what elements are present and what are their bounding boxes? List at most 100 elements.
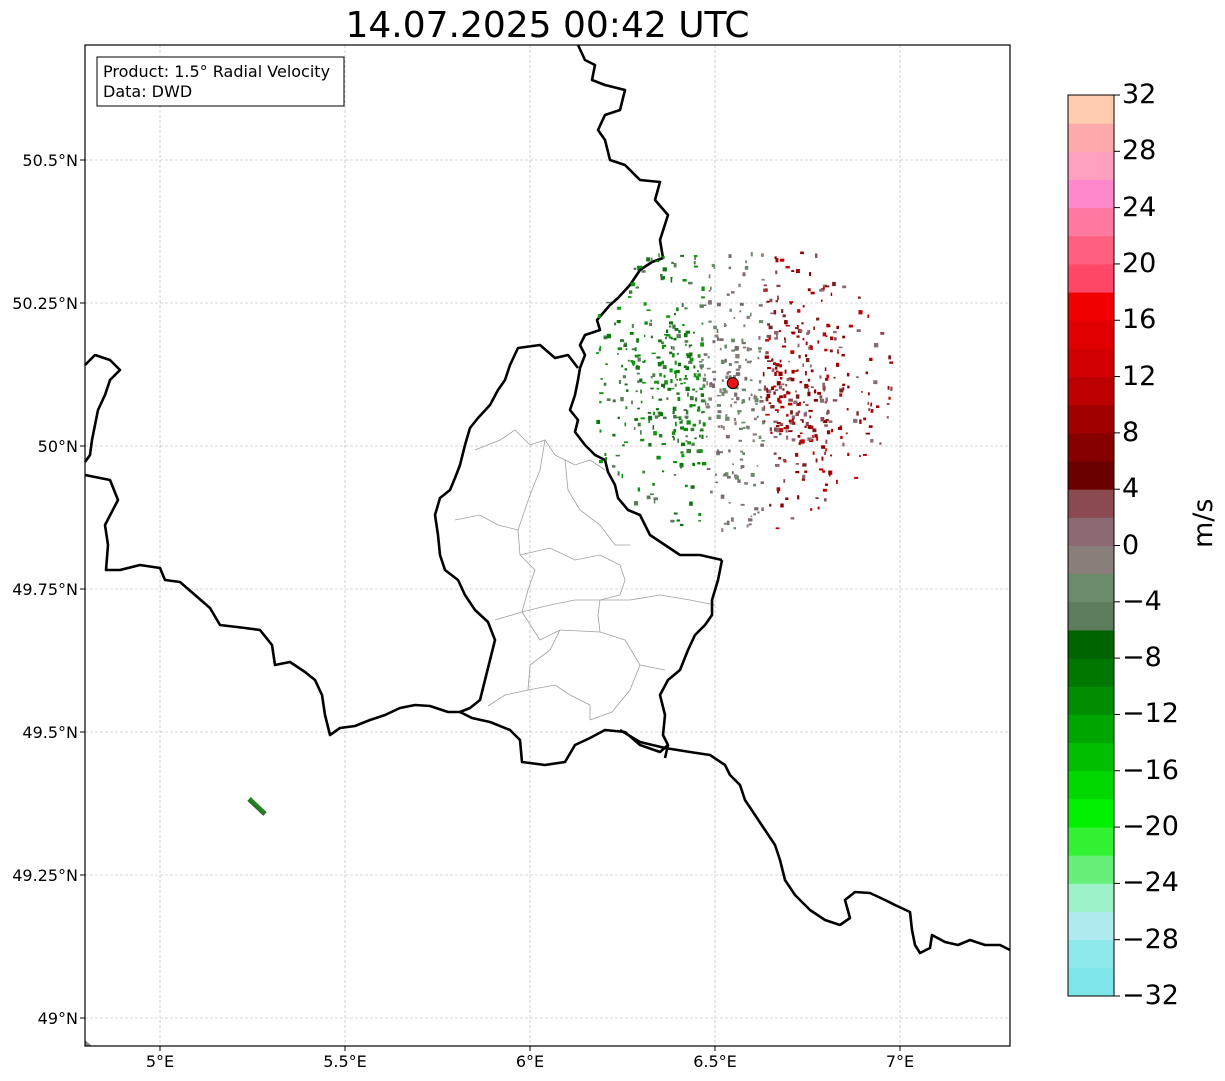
- echo-pixel: [717, 425, 721, 428]
- echo-pixel: [688, 360, 693, 364]
- echo-pixel: [743, 324, 746, 328]
- echo-pixel: [637, 357, 641, 362]
- echo-pixel: [612, 399, 616, 403]
- echo-pixel: [713, 325, 717, 330]
- stray-echo: [247, 797, 267, 816]
- echo-pixel: [746, 315, 750, 319]
- echo-pixel: [643, 302, 647, 306]
- echo-pixel: [689, 352, 693, 357]
- echo-pixel: [625, 406, 628, 410]
- echo-pixel: [640, 389, 642, 394]
- colorbar-segment: [1068, 489, 1114, 518]
- echo-pixel: [692, 462, 695, 466]
- echo-pixel: [830, 336, 833, 341]
- echo-pixel: [779, 364, 782, 368]
- echo-pixel: [837, 349, 839, 353]
- echo-pixel: [660, 273, 663, 277]
- colorbar-segment: [1068, 939, 1114, 969]
- echo-pixel: [663, 374, 666, 378]
- lat-tick-label: 49.5°N: [22, 723, 78, 742]
- echo-pixel: [815, 458, 818, 463]
- echo-pixel: [817, 506, 820, 510]
- echo-pixel: [696, 449, 701, 454]
- lat-tick-label: 50.5°N: [22, 151, 78, 170]
- echo-pixel: [651, 395, 654, 400]
- echo-pixel: [686, 420, 691, 425]
- echo-pixel: [822, 470, 826, 473]
- echo-pixel: [723, 473, 726, 476]
- echo-pixel: [715, 481, 719, 484]
- echo-pixel: [766, 389, 772, 394]
- echo-pixel: [748, 523, 752, 526]
- echo-pixel: [666, 315, 671, 318]
- echo-pixel: [754, 398, 759, 403]
- colorbar-segment: [1068, 432, 1114, 462]
- colorbar-segment: [1068, 95, 1114, 124]
- echo-pixel: [785, 425, 789, 430]
- echo-pixel: [734, 392, 738, 397]
- echo-pixel: [676, 334, 681, 339]
- echo-pixel: [684, 333, 688, 338]
- echo-pixel: [759, 400, 764, 403]
- echo-pixel: [689, 357, 694, 362]
- echo-pixel: [661, 383, 666, 387]
- echo-pixel: [828, 470, 833, 475]
- echo-pixel: [824, 424, 828, 427]
- echo-pixel: [746, 425, 749, 429]
- echo-pixel: [669, 368, 673, 373]
- echo-pixel: [788, 398, 793, 402]
- echo-pixel: [716, 414, 721, 419]
- echo-pixel: [691, 404, 696, 407]
- echo-pixel: [672, 324, 676, 329]
- echo-pixel: [728, 449, 731, 453]
- echo-pixel: [807, 330, 811, 335]
- echo-pixel: [809, 425, 814, 430]
- echo-pixel: [776, 284, 781, 288]
- echo-pixel: [692, 388, 695, 391]
- echo-pixel: [795, 327, 798, 330]
- colorbar-unit-label: m/s: [1188, 498, 1219, 548]
- echo-pixel: [644, 321, 648, 325]
- lat-tick-label: 50.25°N: [12, 294, 78, 313]
- echo-pixel: [725, 414, 728, 417]
- echo-pixel: [708, 274, 711, 279]
- echo-pixel: [774, 427, 777, 432]
- echo-pixel: [701, 286, 705, 291]
- echo-pixel: [705, 435, 708, 438]
- echo-pixel: [791, 331, 796, 334]
- echo-pixel: [604, 453, 607, 456]
- echo-pixel: [757, 356, 760, 360]
- echo-pixel: [667, 387, 672, 391]
- echo-pixel: [631, 360, 636, 365]
- echo-pixel: [812, 434, 814, 439]
- echo-pixel: [807, 391, 811, 397]
- echo-pixel: [624, 368, 628, 371]
- echo-pixel: [617, 416, 620, 419]
- echo-pixel: [757, 511, 760, 514]
- echo-pixel: [640, 430, 642, 435]
- echo-pixel: [739, 302, 744, 306]
- echo-pixel: [596, 352, 599, 354]
- colorbar-segment: [1068, 179, 1114, 209]
- echo-pixel: [662, 470, 665, 473]
- echo-pixel: [663, 344, 667, 347]
- echo-pixel: [704, 373, 706, 377]
- echo-pixel: [769, 298, 773, 303]
- echo-pixel: [789, 422, 793, 425]
- echo-pixel: [624, 441, 628, 444]
- echo-pixel: [756, 415, 759, 418]
- echo-pixel: [775, 370, 779, 373]
- echo-pixel: [603, 382, 607, 386]
- echo-pixel: [802, 305, 805, 308]
- echo-pixel: [784, 369, 787, 374]
- colorbar-tick-label: 16: [1122, 304, 1157, 336]
- echo-pixel: [742, 272, 746, 277]
- echo-pixel: [841, 354, 845, 357]
- echo-pixel: [721, 391, 725, 396]
- echo-pixel: [739, 458, 744, 461]
- echo-pixel: [753, 513, 756, 516]
- echo-pixel: [789, 302, 793, 305]
- echo-pixel: [785, 497, 789, 500]
- echo-pixel: [828, 474, 831, 477]
- echo-pixel: [700, 388, 703, 390]
